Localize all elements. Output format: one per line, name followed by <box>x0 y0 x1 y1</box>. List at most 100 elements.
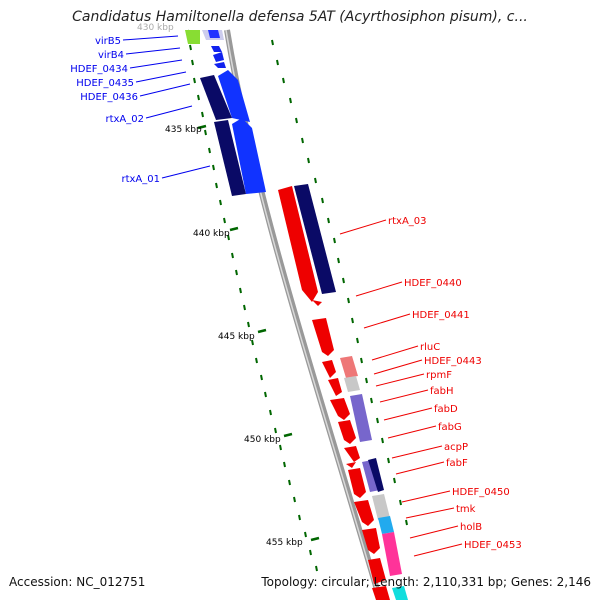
tick-mark <box>360 357 363 364</box>
gene-label-right: acpP <box>444 442 468 453</box>
gene-label-left: HDEF_0435 <box>76 78 134 89</box>
tick-mark <box>405 519 408 526</box>
tick-mark <box>293 496 296 503</box>
label-leader <box>125 47 181 55</box>
gene-rtxA_01-dark <box>214 120 246 196</box>
scale-label: 440 kbp <box>193 229 230 239</box>
scale-label: 435 kbp <box>165 125 202 135</box>
tick-mark <box>219 199 222 206</box>
label-leader <box>375 373 425 387</box>
gene-tmk <box>354 500 374 526</box>
label-leader <box>401 490 451 503</box>
tick-mark <box>295 117 298 124</box>
scale-label: 430 kbp <box>137 23 174 33</box>
label-leader <box>371 345 419 361</box>
tick-mark <box>251 339 254 346</box>
tick-mark <box>197 94 200 101</box>
tick-mark <box>215 182 218 189</box>
gene-label-right: holB <box>460 522 482 533</box>
gene-label-left: virB4 <box>98 50 124 61</box>
gene-label-right: rpmF <box>426 370 452 381</box>
label-leader <box>145 105 193 119</box>
gene-label-right: HDEF_0453 <box>464 540 522 551</box>
gene-acpP <box>344 446 360 462</box>
tick-marks <box>187 29 408 572</box>
tick-mark <box>321 197 324 204</box>
label-leader <box>129 59 183 69</box>
gene-label-left: HDEF_0436 <box>80 92 138 103</box>
tick-mark <box>342 277 345 284</box>
label-leader <box>373 359 423 375</box>
gene-bottom-red <box>372 586 390 600</box>
scale-label: 450 kbp <box>244 435 281 445</box>
label-leader <box>409 525 459 539</box>
gene-HDEF_0436 <box>214 62 226 68</box>
gene-HDEF_0441 <box>312 318 334 356</box>
tick-mark <box>239 287 242 294</box>
tick-mark <box>387 457 390 464</box>
gene-label-left: virB5 <box>95 36 121 47</box>
gene-fabG <box>338 420 356 444</box>
major-tick <box>229 226 239 232</box>
tick-mark <box>304 531 307 538</box>
gene-virB5 <box>185 30 200 44</box>
gene-holB <box>362 528 380 554</box>
label-leader <box>395 461 445 475</box>
gene-label-right: fabD <box>434 404 458 415</box>
tick-mark <box>356 337 359 344</box>
tick-mark <box>274 427 277 434</box>
scale-labels: 430 kbp 435 kbp 440 kbp 445 kbp 450 kbp 455 k… <box>137 23 303 548</box>
tick-mark <box>381 437 384 444</box>
tick-mark <box>289 97 292 104</box>
gene-label-left: rtxA_01 <box>121 174 160 185</box>
map-title: Candidatus Hamiltonella defensa 5AT (Acy… <box>72 9 528 25</box>
tick-mark <box>315 565 318 572</box>
tick-mark <box>260 374 263 381</box>
label-leader <box>391 445 443 459</box>
label-leader <box>405 507 455 519</box>
left-gene-labels: virB5 virB4 HDEF_0434 HDEF_0435 HDEF_0436rtx… <box>70 35 211 185</box>
label-leader <box>135 71 187 83</box>
label-leader <box>379 389 429 403</box>
gene-label-right: HDEF_0441 <box>412 310 470 321</box>
tick-mark <box>264 391 267 398</box>
tick-mark <box>191 59 194 66</box>
tick-mark <box>347 297 350 304</box>
tick-mark <box>212 164 215 171</box>
tick-mark <box>327 217 330 224</box>
tick-mark <box>393 477 396 484</box>
tick-mark <box>307 157 310 164</box>
major-tick <box>283 432 293 438</box>
tick-mark <box>235 269 238 276</box>
tick-mark <box>351 317 354 324</box>
tick-mark <box>269 409 272 416</box>
tick-mark <box>189 44 192 51</box>
tick-mark <box>255 357 258 364</box>
label-leader <box>139 83 191 97</box>
gene-HDEF_0443-grey <box>344 376 360 392</box>
gene-tmk-grey <box>372 494 390 520</box>
scale-label: 445 kbp <box>218 332 255 342</box>
gene-fabD <box>330 398 350 420</box>
gene-rtxA_02 <box>218 70 250 122</box>
gene-label-left: HDEF_0434 <box>70 64 128 75</box>
major-tick <box>197 124 207 130</box>
tick-mark <box>227 234 230 241</box>
major-tick <box>310 536 320 542</box>
tick-mark <box>337 257 340 264</box>
label-leader <box>122 35 179 41</box>
gene-label-right: HDEF_0450 <box>452 487 510 498</box>
tick-mark <box>204 129 207 136</box>
gene-features <box>185 30 408 600</box>
gene-HDEF_0440 <box>312 300 322 306</box>
label-leader <box>383 407 433 421</box>
gene-fabD-violet <box>350 394 372 442</box>
tick-mark <box>314 177 317 184</box>
gene-HDEF_0450 <box>348 468 366 498</box>
tick-mark <box>247 321 250 328</box>
tick-mark <box>271 39 274 46</box>
tick-mark <box>376 417 379 424</box>
label-leader <box>413 543 463 557</box>
gene-bottom-cyan <box>392 586 408 600</box>
scale-label: 455 kbp <box>266 538 303 548</box>
